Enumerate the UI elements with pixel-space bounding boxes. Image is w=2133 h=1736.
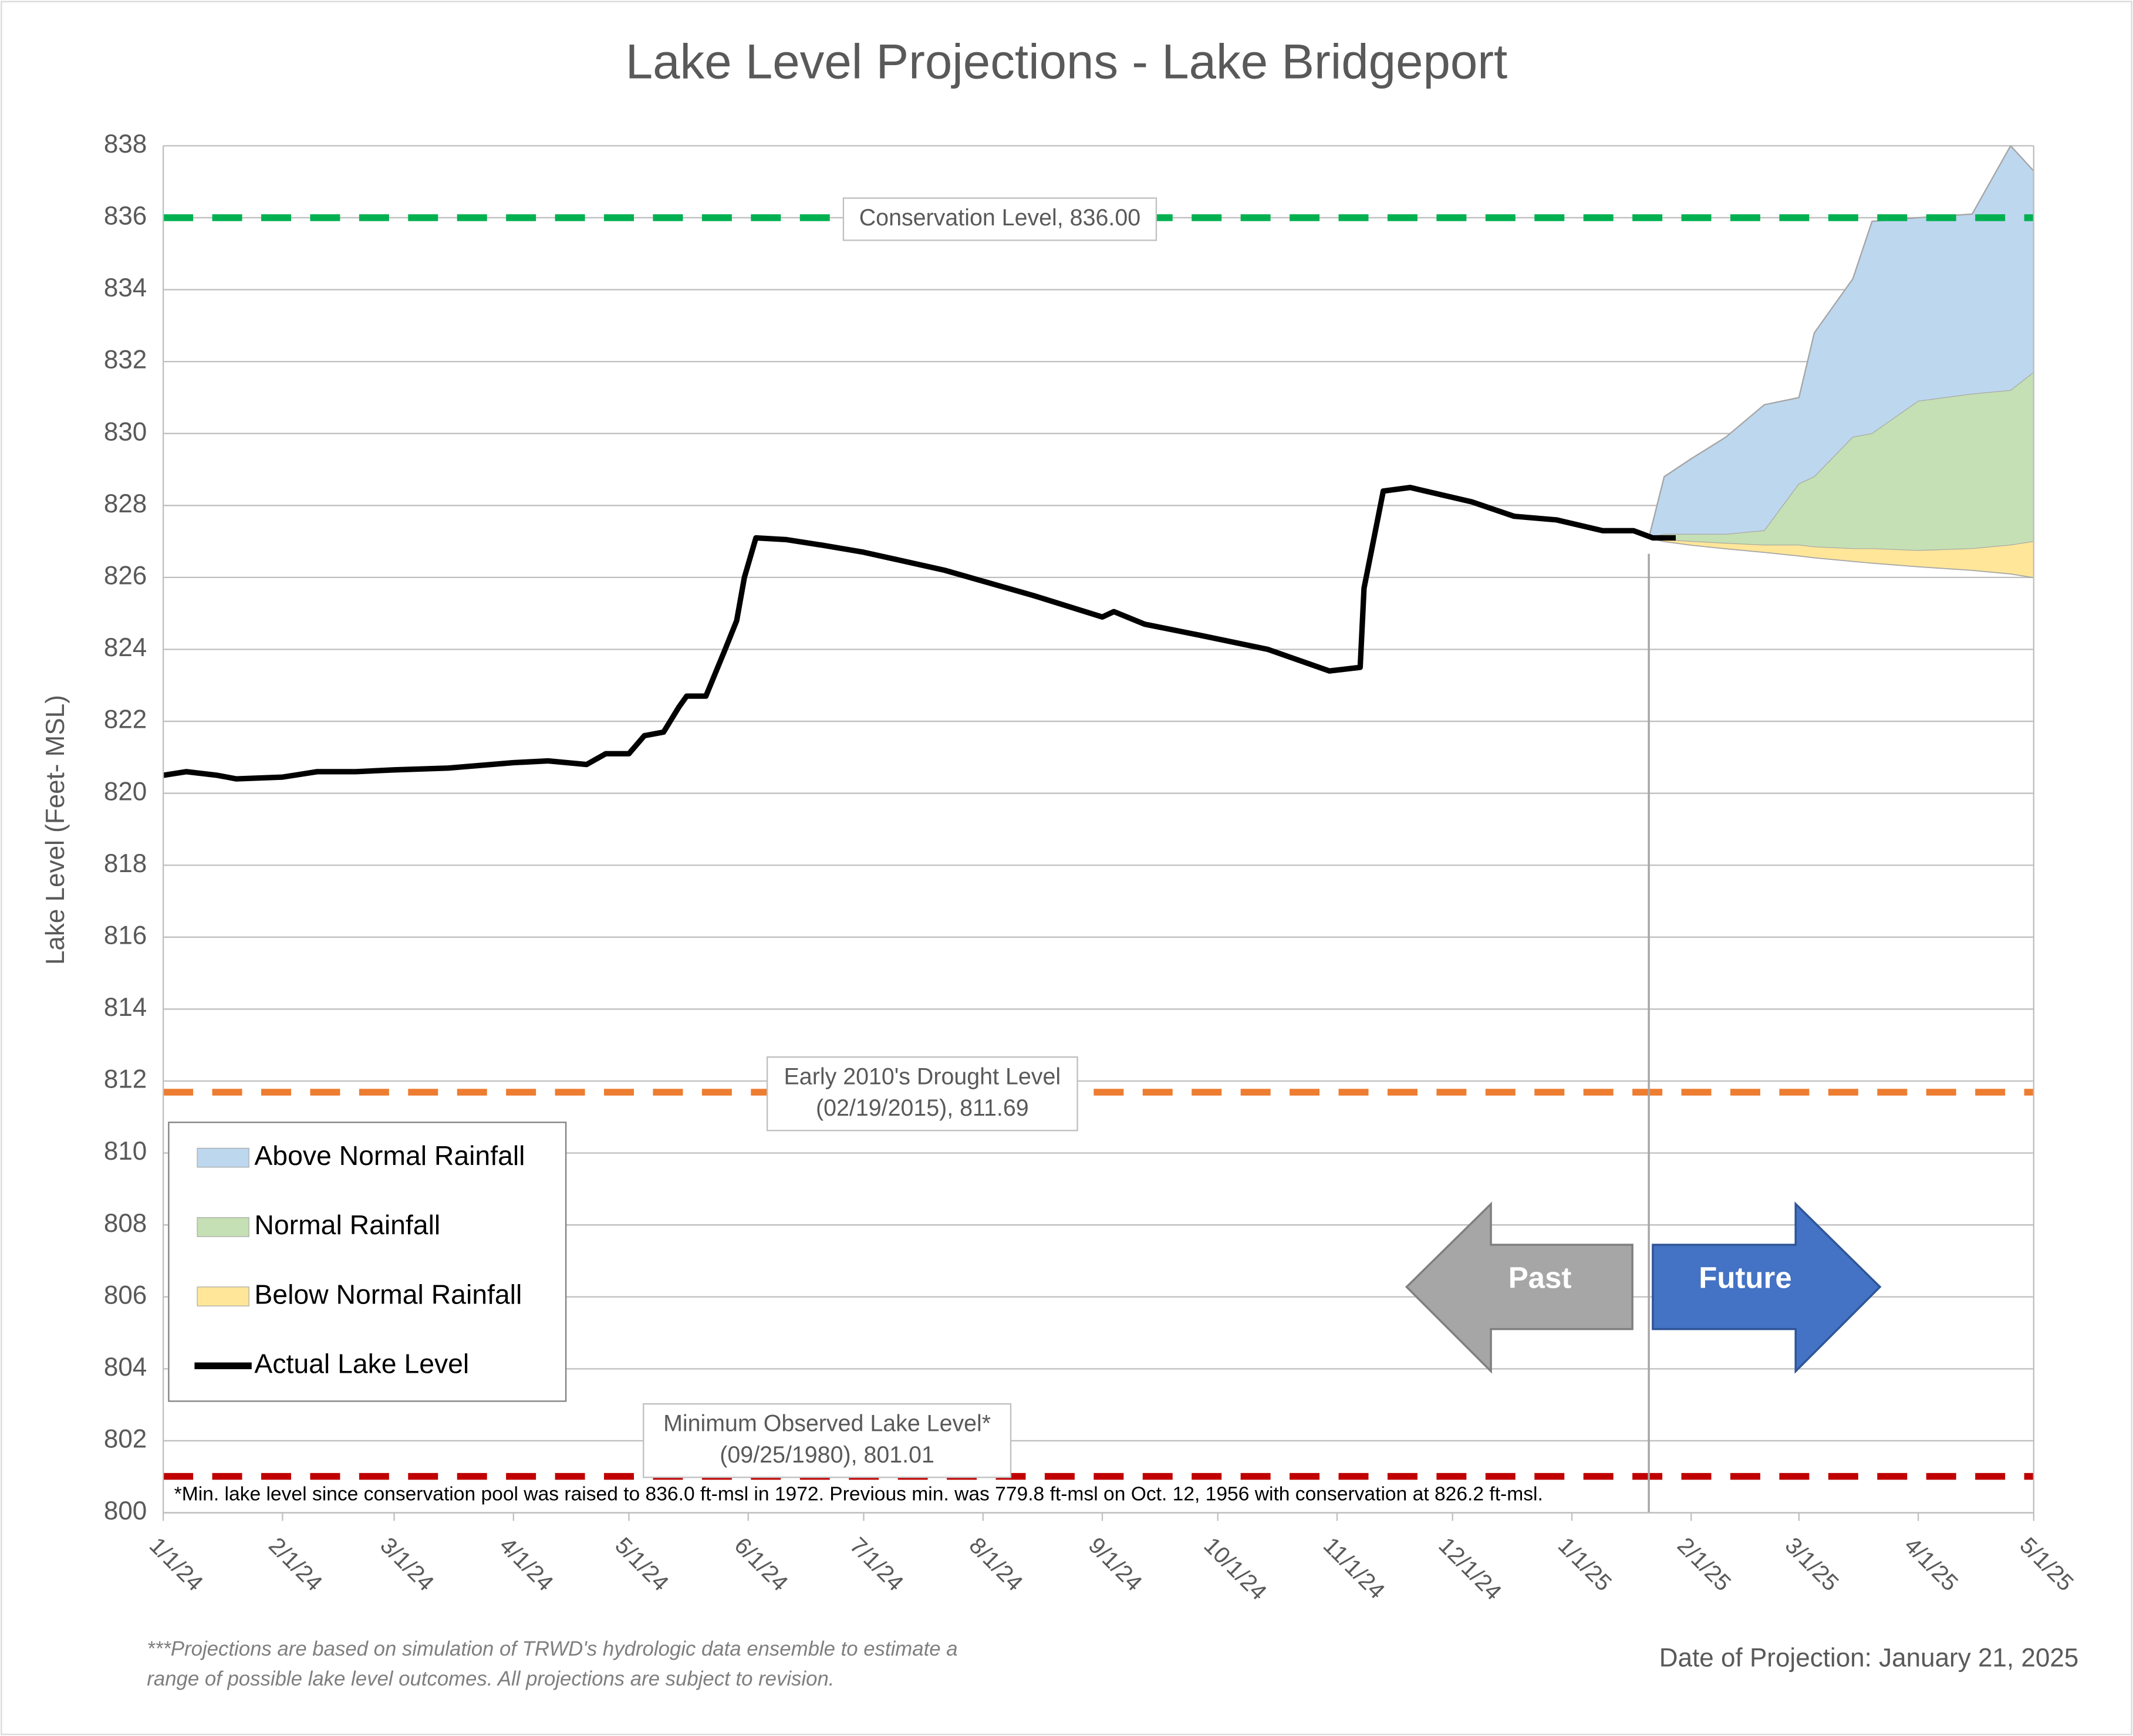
y-tick-label: 810 bbox=[104, 1137, 147, 1166]
legend-swatch bbox=[197, 1217, 249, 1237]
y-tick-label: 808 bbox=[104, 1209, 147, 1238]
note: *Min. lake level since conservation pool… bbox=[174, 1483, 1543, 1505]
y-tick-label: 818 bbox=[104, 849, 147, 878]
past-label: Past bbox=[1508, 1261, 1572, 1295]
line bbox=[163, 485, 1676, 782]
legend-swatch bbox=[197, 1286, 249, 1306]
footnote: ***Projections are based on simulation o… bbox=[147, 1638, 957, 1660]
legend-box bbox=[168, 1122, 567, 1402]
projection-date-label: Date of Projection: January 21, 2025 bbox=[1659, 1643, 2078, 1672]
y-tick-label: 814 bbox=[104, 993, 147, 1022]
y-tick-label: 800 bbox=[104, 1497, 147, 1525]
chart-title: Lake Level Projections - Lake Bridgeport bbox=[626, 34, 1507, 89]
y-tick-label: 832 bbox=[104, 346, 147, 374]
y-tick-label: 802 bbox=[104, 1425, 147, 1454]
y-tick-label: 830 bbox=[104, 417, 147, 446]
y-tick-label: 804 bbox=[104, 1353, 147, 1382]
legend-label: Above Normal Rainfall bbox=[254, 1140, 525, 1171]
future-arrow bbox=[1652, 1201, 1882, 1374]
y-tick-label: 834 bbox=[104, 273, 147, 302]
y-tick-label: 828 bbox=[104, 489, 147, 518]
y-tick-label: 816 bbox=[104, 921, 147, 950]
y-tick-label: 820 bbox=[104, 777, 147, 806]
legend-label: Actual Lake Level bbox=[254, 1348, 469, 1379]
y-tick-label: 836 bbox=[104, 202, 147, 231]
plot-area bbox=[163, 146, 2034, 782]
y-tick-label: 806 bbox=[104, 1281, 147, 1309]
legend-label: Normal Rainfall bbox=[254, 1210, 440, 1240]
y-tick-label: 824 bbox=[104, 633, 147, 662]
y-tick-label: 812 bbox=[104, 1065, 147, 1094]
y-axis-label: Lake Level (Feet- MSL) bbox=[41, 695, 70, 965]
footnote: range of possible lake level outcomes. A… bbox=[147, 1668, 834, 1690]
annotation-box bbox=[766, 1056, 1078, 1132]
annotation-box bbox=[643, 1403, 1012, 1478]
annotation-box bbox=[842, 197, 1157, 241]
past-arrow bbox=[1405, 1201, 1634, 1374]
y-tick-label: 838 bbox=[104, 130, 147, 158]
annotation-text: Minimum Observed Lake Level* bbox=[663, 1410, 991, 1436]
annotation-text: (02/19/2015), 811.69 bbox=[816, 1095, 1029, 1121]
y-tick-label: 822 bbox=[104, 705, 147, 734]
legend-label: Below Normal Rainfall bbox=[254, 1279, 522, 1309]
annotation-text: Early 2010's Drought Level bbox=[784, 1063, 1061, 1089]
annotation-text: (09/25/1980), 801.01 bbox=[720, 1442, 934, 1468]
legend-swatch bbox=[197, 1147, 249, 1168]
future-label: Future bbox=[1699, 1261, 1792, 1295]
annotation-text: Conservation Level, 836.00 bbox=[859, 205, 1140, 231]
y-tick-label: 826 bbox=[104, 562, 147, 590]
area bbox=[1648, 537, 2034, 578]
